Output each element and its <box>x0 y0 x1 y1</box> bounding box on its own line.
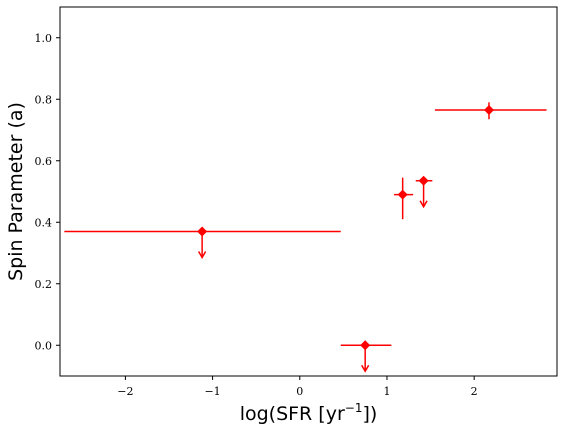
y-tick-label: 1.0 <box>35 32 53 45</box>
data-point <box>340 340 392 373</box>
data-point <box>434 102 547 120</box>
diamond-marker <box>397 189 408 200</box>
y-tick-label: 0.8 <box>35 93 53 106</box>
plot-area <box>59 6 558 377</box>
x-tick-label: 0 <box>296 385 303 398</box>
diamond-marker <box>483 105 494 116</box>
y-tick-label: 0.2 <box>35 278 53 291</box>
data-points <box>64 102 547 373</box>
y-axis-label: Spin Parameter (a) <box>5 102 27 281</box>
data-point <box>64 226 341 259</box>
x-axis-label: log(SFR [yr−1]) <box>240 401 378 425</box>
y-tick-label: 0.6 <box>35 155 53 168</box>
upper-limit-arrow-head <box>197 251 207 259</box>
x-tick-label: −2 <box>117 385 133 398</box>
x-tick-label: −1 <box>204 385 220 398</box>
x-axis-ticks: −2 −1 0 1 2 <box>117 376 478 398</box>
upper-limit-arrow-head <box>361 364 370 373</box>
diamond-marker <box>418 175 429 186</box>
x-tick-label: 1 <box>383 385 390 398</box>
data-point <box>393 177 414 220</box>
data-point <box>415 175 433 209</box>
diamond-marker <box>360 340 371 351</box>
y-tick-label: 0.0 <box>35 339 53 352</box>
y-tick-label: 0.4 <box>35 216 53 229</box>
x-tick-label: 2 <box>471 385 478 398</box>
y-axis-ticks: 0.0 0.2 0.4 0.6 0.8 1.0 <box>35 32 60 352</box>
upper-limit-arrow-head <box>419 200 428 209</box>
diamond-marker <box>197 226 208 237</box>
